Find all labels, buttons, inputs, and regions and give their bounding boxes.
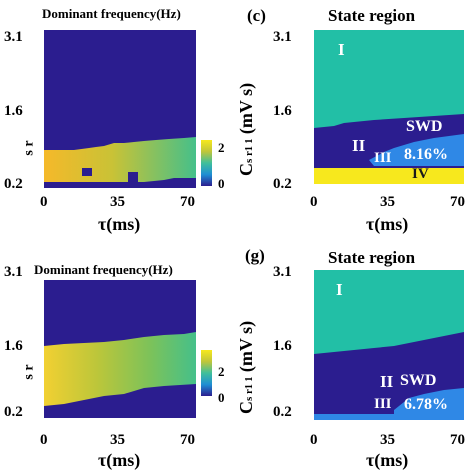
x-tick: 70 (450, 432, 465, 448)
y-tick: 0.2 (4, 176, 23, 192)
y-axis-label: Cs r1 1 (mV s) (236, 82, 256, 176)
colorbar-tick: 0 (218, 176, 225, 191)
region-label: III (374, 150, 392, 166)
heatmap-notch (128, 172, 138, 182)
region-label: II (352, 136, 366, 155)
colorbar-tick: 2 (218, 364, 225, 379)
x-tick: 35 (110, 194, 125, 210)
x-axis-label: τ(ms) (366, 214, 409, 234)
x-tick: 0 (310, 432, 318, 448)
y-tick: 1.6 (4, 103, 23, 119)
y-tick: 0.2 (4, 404, 23, 420)
swd-percent: 6.78% (404, 396, 448, 413)
colorbar-tick: 0 (218, 390, 225, 405)
x-tick: 35 (380, 432, 395, 448)
heatmap-active-region (44, 332, 196, 406)
heatmap-gap (44, 182, 196, 188)
x-tick: 0 (40, 432, 48, 448)
region-swd (394, 388, 464, 416)
region-label: II (380, 372, 394, 391)
x-tick: 70 (180, 432, 195, 448)
y-tick: 0.2 (273, 404, 292, 420)
region-IV (314, 168, 464, 184)
y-tick: 1.6 (273, 103, 292, 119)
x-tick: 70 (450, 194, 465, 210)
x-axis-label: τ(ms) (98, 450, 141, 470)
region-label: I (338, 40, 345, 59)
x-axis-label: τ(ms) (98, 214, 141, 234)
y-tick: 3.1 (4, 29, 23, 45)
heatmap-notch (82, 168, 92, 176)
x-tick: 70 (180, 194, 195, 210)
x-tick: 35 (380, 194, 395, 210)
y-axis-label: Cs r1 1 (mV s) (236, 320, 256, 414)
y-tick: 3.1 (273, 29, 292, 45)
swd-percent: 8.16% (404, 146, 448, 163)
y-tick: 3.1 (4, 264, 23, 280)
y-axis-fragment: s r (21, 364, 37, 380)
panel-title: State region (328, 6, 416, 25)
swd-label: SWD (406, 118, 443, 135)
y-tick: 1.6 (273, 338, 292, 354)
state-plot (314, 30, 464, 184)
region-label: III (374, 396, 392, 412)
y-tick: 0.2 (273, 176, 292, 192)
region-label: I (336, 280, 343, 299)
heatmap-plot (44, 280, 196, 418)
x-tick: 0 (40, 194, 48, 210)
x-axis-label: τ(ms) (366, 450, 409, 470)
panel-title: Dominant frequency(Hz) (42, 6, 181, 21)
panel-label: (g) (245, 246, 265, 265)
panel-title: State region (328, 248, 416, 267)
colorbar-tick: 2 (218, 140, 225, 155)
swd-label: SWD (400, 372, 437, 389)
colorbar (201, 140, 212, 186)
y-tick: 3.1 (273, 264, 292, 280)
y-axis-fragment: s r (21, 140, 37, 156)
state-plot (314, 270, 464, 420)
panel-title: Dominant frequency(Hz) (34, 262, 173, 277)
region-swd (369, 134, 464, 166)
region-label: IV (412, 166, 429, 182)
x-tick: 35 (110, 432, 125, 448)
x-tick: 0 (310, 194, 318, 210)
panel-label: (c) (247, 6, 266, 25)
colorbar (201, 350, 212, 396)
heatmap-plot (44, 30, 196, 188)
region-III-strip (314, 414, 464, 420)
y-tick: 1.6 (4, 338, 23, 354)
